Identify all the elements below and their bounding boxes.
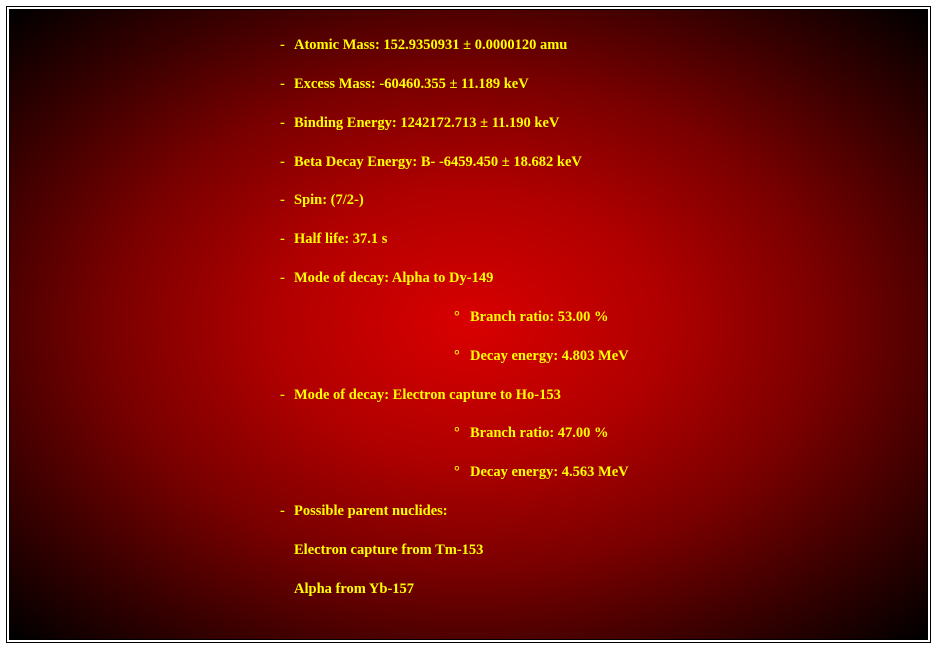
sub-property-text: Branch ratio: 53.00 %: [470, 308, 609, 327]
dash-bullet: -: [280, 114, 294, 133]
degree-bullet: °: [454, 463, 470, 482]
sub-item: ° Decay energy: 4.803 MeV: [454, 347, 907, 366]
dash-bullet: -: [280, 502, 294, 521]
content-panel: - Atomic Mass: 152.9350931 ± 0.0000120 a…: [9, 9, 928, 640]
property-text: Mode of decay: Alpha to Dy-149: [294, 269, 493, 288]
degree-bullet: °: [454, 347, 470, 366]
dash-bullet: -: [280, 269, 294, 288]
dash-bullet: -: [280, 230, 294, 249]
degree-bullet: °: [454, 308, 470, 327]
property-text: Binding Energy: 1242172.713 ± 11.190 keV: [294, 114, 559, 133]
degree-bullet: °: [454, 424, 470, 443]
list-item: - Possible parent nuclides:: [280, 502, 907, 521]
sub-item: ° Decay energy: 4.563 MeV: [454, 463, 907, 482]
property-text: Possible parent nuclides:: [294, 502, 448, 521]
list-item: - Binding Energy: 1242172.713 ± 11.190 k…: [280, 114, 907, 133]
list-item: - Half life: 37.1 s: [280, 230, 907, 249]
dash-bullet: -: [280, 386, 294, 405]
property-text: Beta Decay Energy: B- -6459.450 ± 18.682…: [294, 153, 582, 172]
parent-text: Alpha from Yb-157: [294, 581, 414, 597]
parent-nuclide-line: Electron capture from Tm-153: [294, 541, 907, 560]
list-item: - Mode of decay: Alpha to Dy-149: [280, 269, 907, 288]
dash-bullet: -: [280, 75, 294, 94]
parent-text: Electron capture from Tm-153: [294, 542, 483, 558]
list-item: - Spin: (7/2-): [280, 191, 907, 210]
sub-property-text: Decay energy: 4.803 MeV: [470, 347, 629, 366]
property-text: Atomic Mass: 152.9350931 ± 0.0000120 amu: [294, 36, 567, 55]
parent-nuclide-line: Alpha from Yb-157: [294, 580, 907, 599]
list-item: - Mode of decay: Electron capture to Ho-…: [280, 386, 907, 405]
property-text: Excess Mass: -60460.355 ± 11.189 keV: [294, 75, 529, 94]
dash-bullet: -: [280, 191, 294, 210]
sub-item: ° Branch ratio: 53.00 %: [454, 308, 907, 327]
sub-property-text: Branch ratio: 47.00 %: [470, 424, 609, 443]
list-item: - Beta Decay Energy: B- -6459.450 ± 18.6…: [280, 153, 907, 172]
sub-property-text: Decay energy: 4.563 MeV: [470, 463, 629, 482]
nuclide-properties-list: - Atomic Mass: 152.9350931 ± 0.0000120 a…: [280, 36, 907, 599]
dash-bullet: -: [280, 36, 294, 55]
outer-frame: - Atomic Mass: 152.9350931 ± 0.0000120 a…: [6, 6, 931, 643]
property-text: Half life: 37.1 s: [294, 230, 387, 249]
dash-bullet: -: [280, 153, 294, 172]
sub-item: ° Branch ratio: 47.00 %: [454, 424, 907, 443]
list-item: - Atomic Mass: 152.9350931 ± 0.0000120 a…: [280, 36, 907, 55]
list-item: - Excess Mass: -60460.355 ± 11.189 keV: [280, 75, 907, 94]
property-text: Spin: (7/2-): [294, 191, 364, 210]
property-text: Mode of decay: Electron capture to Ho-15…: [294, 386, 561, 405]
